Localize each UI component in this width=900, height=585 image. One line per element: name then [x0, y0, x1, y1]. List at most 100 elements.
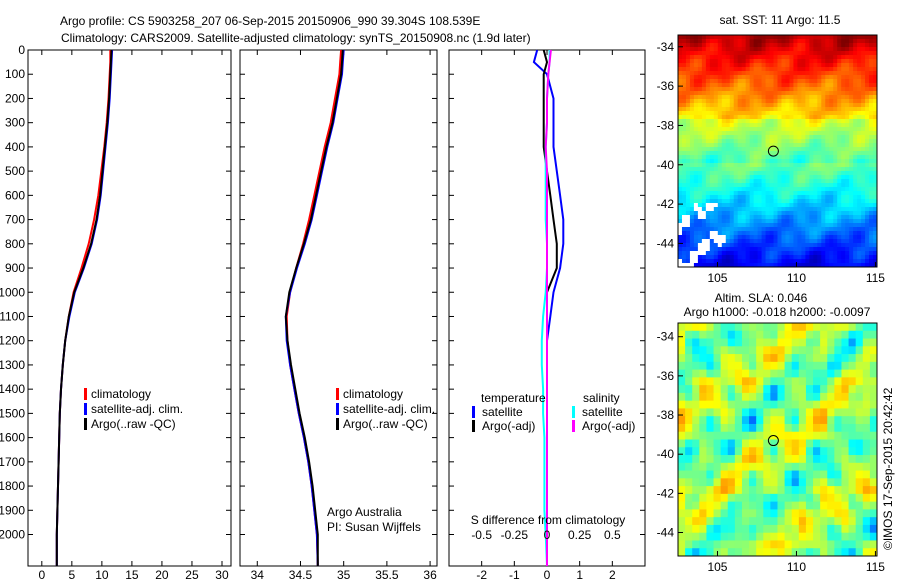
heatmap-cell — [709, 79, 715, 84]
heatmap-cell — [825, 119, 830, 124]
heatmap-cell — [813, 63, 818, 68]
heatmap-cell — [765, 167, 771, 172]
heatmap-cell — [713, 323, 722, 332]
heatmap-cell — [777, 263, 782, 268]
heatmap-cell — [813, 75, 818, 80]
heatmap-cell — [777, 431, 786, 440]
heatmap-cell — [813, 540, 821, 549]
heatmap-cell — [865, 51, 870, 56]
heatmap-cell — [749, 71, 755, 76]
heatmap-cell — [741, 493, 750, 503]
heatmap-cell — [813, 211, 818, 216]
heatmap-cell — [789, 131, 794, 136]
heatmap-cell — [833, 203, 838, 208]
heatmap-cell — [678, 243, 683, 248]
heatmap-cell — [785, 183, 790, 188]
heatmap-cell — [784, 532, 793, 541]
heatmap-cell — [861, 259, 866, 264]
heatmap-cell — [777, 377, 786, 386]
heatmap-cell — [784, 323, 793, 332]
heatmap-cell — [777, 195, 782, 200]
heatmap-cell — [725, 195, 731, 200]
heatmap-cell — [833, 135, 838, 140]
heatmap-cell — [685, 43, 691, 48]
heatmap-cell — [801, 227, 806, 232]
heatmap-cell — [734, 330, 743, 340]
heatmap-cell — [729, 239, 735, 244]
heatmap-cell — [733, 211, 739, 216]
heatmap-cell — [713, 354, 722, 363]
heatmap-cell — [855, 532, 864, 541]
heatmap-cell — [845, 159, 850, 164]
heatmap-cell — [833, 171, 838, 176]
heatmap-cell — [789, 227, 794, 232]
heatmap-cell — [869, 354, 878, 363]
heatmap-cell — [741, 143, 747, 148]
heatmap-cell — [706, 377, 715, 386]
heatmap-cell — [862, 330, 871, 340]
heatmap-cell — [725, 35, 731, 40]
heatmap-cell — [697, 83, 703, 88]
heatmap-cell — [785, 95, 790, 100]
heatmap-cell — [805, 99, 810, 104]
heatmap-cell — [861, 43, 866, 48]
heatmap-cell — [713, 115, 719, 120]
heatmap-cell — [865, 183, 870, 188]
heatmap-cell — [817, 223, 822, 228]
heatmap-cell — [827, 431, 835, 440]
heatmap-cell — [841, 79, 846, 84]
heatmap-cell — [801, 35, 806, 40]
heatmap-cell — [789, 111, 794, 116]
heatmap-cell — [805, 243, 810, 248]
heatmap-cell — [805, 183, 810, 188]
heatmap-cell — [817, 251, 822, 256]
heatmap-cell — [798, 385, 807, 394]
heatmap-cell — [873, 171, 878, 176]
heatmap-cell — [769, 247, 775, 252]
heatmap-cell — [733, 191, 739, 196]
heatmap-cell — [729, 147, 735, 152]
heatmap-cell — [741, 540, 750, 549]
heatmap-cell — [848, 330, 857, 340]
heatmap-cell — [777, 330, 786, 340]
heatmap-cell — [763, 423, 771, 433]
heatmap-cell — [717, 147, 723, 152]
heatmap-cell — [681, 67, 687, 72]
heatmap-cell — [865, 195, 870, 200]
heatmap-cell — [857, 215, 862, 220]
heatmap-cell — [769, 47, 775, 52]
heatmap-cell — [734, 462, 743, 472]
heatmap-cell — [777, 423, 786, 433]
heatmap-cell — [678, 63, 683, 68]
heatmap-cell — [757, 131, 763, 136]
heatmap-cell — [821, 91, 826, 96]
heatmap-cell — [861, 55, 866, 60]
heatmap-cell — [689, 219, 695, 224]
heatmap-cell — [753, 215, 759, 220]
heatmap-cell — [713, 540, 722, 549]
heatmap-cell — [761, 123, 767, 128]
heatmap-cell — [809, 243, 814, 248]
heatmap-cell — [713, 509, 722, 518]
heatmap-cell — [829, 219, 834, 224]
heatmap-cell — [678, 219, 683, 224]
heatmap-cell — [821, 67, 826, 72]
heatmap-cell — [848, 540, 857, 549]
heatmap-cell — [873, 55, 878, 60]
heatmap-cell — [705, 187, 711, 192]
heatmap-cell — [765, 51, 771, 56]
heatmap-cell — [689, 179, 695, 184]
heatmap-cell — [820, 486, 828, 495]
heatmap-cell — [805, 143, 810, 148]
heatmap-cell — [865, 139, 870, 144]
heatmap-cell — [737, 87, 743, 92]
land-mask-cell — [701, 247, 707, 252]
heatmap-cell — [761, 155, 767, 160]
heatmap-cell — [829, 263, 834, 268]
heatmap-cell — [789, 167, 794, 172]
legend-label: satellite — [582, 405, 623, 419]
heatmap-cell — [769, 199, 775, 204]
heatmap-cell — [784, 416, 793, 425]
heatmap-cell — [849, 83, 854, 88]
heatmap-cell — [869, 75, 874, 80]
